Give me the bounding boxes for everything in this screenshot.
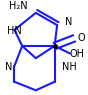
Text: N: N bbox=[65, 17, 72, 27]
Text: NH: NH bbox=[62, 62, 77, 72]
Text: O: O bbox=[78, 33, 85, 43]
Text: HN: HN bbox=[7, 26, 22, 36]
Text: N: N bbox=[5, 62, 12, 72]
Text: OH: OH bbox=[70, 49, 85, 59]
Text: H₂N: H₂N bbox=[9, 1, 27, 11]
